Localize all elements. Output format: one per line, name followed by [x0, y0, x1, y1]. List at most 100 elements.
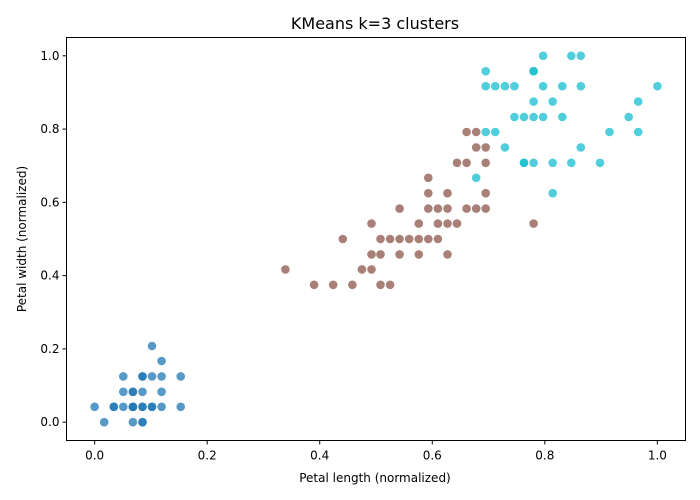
data-point	[395, 250, 404, 259]
x-tick-label: 0.6	[423, 449, 442, 463]
data-point	[367, 265, 376, 274]
data-point	[548, 97, 557, 106]
data-point	[481, 66, 491, 76]
data-point	[281, 265, 290, 274]
axes-frame	[66, 37, 686, 441]
data-point	[471, 127, 481, 137]
data-point	[395, 204, 404, 213]
y-axis: 0.0 0.2 0.4 0.6 0.8 1.0	[40, 49, 67, 429]
data-point	[138, 402, 147, 412]
data-point	[424, 173, 433, 183]
data-point	[529, 158, 538, 168]
y-tick-label: 0.2	[40, 342, 59, 356]
data-point	[576, 143, 586, 152]
data-point	[558, 112, 567, 122]
data-point	[147, 372, 157, 381]
x-axis-label: Petal length (normalized)	[299, 471, 451, 485]
y-tick-label: 0.4	[40, 269, 59, 283]
y-axis-label: Petal width (normalized)	[15, 166, 29, 312]
data-point	[538, 81, 548, 91]
data-point	[119, 402, 128, 412]
data-point	[367, 250, 376, 259]
data-point	[558, 81, 567, 91]
data-point	[176, 402, 185, 412]
chart-title: KMeans k=3 clusters	[291, 14, 459, 33]
data-point	[529, 219, 538, 228]
data-point	[633, 127, 643, 137]
data-point	[529, 97, 538, 106]
data-point	[404, 234, 414, 244]
data-point	[538, 51, 548, 61]
data-point	[529, 112, 538, 122]
cluster-2-series	[471, 51, 662, 198]
x-tick-label: 0.4	[310, 449, 329, 463]
data-point	[414, 219, 424, 228]
data-point	[119, 387, 128, 397]
data-point	[471, 173, 481, 183]
x-tick-label: 0.2	[198, 449, 217, 463]
x-axis: 0.0 0.2 0.4 0.6 0.8 1.0	[85, 440, 667, 463]
data-point	[99, 417, 109, 427]
data-point	[452, 219, 462, 228]
data-point	[500, 143, 510, 152]
data-point	[481, 127, 491, 137]
data-point	[147, 341, 157, 351]
cluster-1-series	[281, 127, 538, 290]
data-point	[138, 387, 147, 397]
data-point	[471, 143, 481, 152]
data-point	[128, 402, 138, 412]
data-point	[443, 250, 452, 259]
data-point	[510, 81, 519, 91]
data-point	[624, 112, 633, 122]
data-point	[481, 143, 491, 152]
data-point	[500, 81, 510, 91]
data-point	[462, 158, 471, 168]
data-point	[481, 158, 491, 168]
data-point	[376, 250, 385, 259]
data-point	[462, 127, 471, 137]
y-tick-label: 0.6	[40, 195, 59, 209]
data-point	[414, 234, 424, 244]
data-point	[376, 280, 385, 290]
data-point	[385, 280, 395, 290]
data-point	[510, 112, 519, 122]
data-point	[519, 158, 529, 168]
data-point	[357, 265, 367, 274]
plot-area	[90, 51, 662, 427]
data-point	[481, 204, 491, 213]
data-point	[157, 402, 166, 412]
data-point	[491, 81, 500, 91]
data-point	[348, 280, 357, 290]
data-point	[385, 234, 395, 244]
y-tick-label: 0.0	[40, 415, 59, 429]
y-tick-label: 0.8	[40, 122, 59, 136]
data-point	[328, 280, 338, 290]
data-point	[433, 234, 443, 244]
data-point	[138, 417, 147, 427]
data-point	[529, 66, 538, 76]
data-point	[157, 356, 166, 366]
data-point	[452, 158, 462, 168]
data-point	[128, 417, 138, 427]
data-point	[481, 188, 491, 198]
data-point	[338, 234, 348, 244]
data-point	[605, 127, 614, 137]
data-point	[157, 387, 166, 397]
data-point	[443, 219, 452, 228]
data-point	[519, 112, 529, 122]
data-point	[576, 51, 586, 61]
data-point	[424, 234, 433, 244]
data-point	[414, 250, 424, 259]
data-point	[567, 51, 576, 61]
x-tick-label: 1.0	[648, 449, 667, 463]
data-point	[538, 112, 548, 122]
data-point	[395, 234, 404, 244]
data-point	[147, 402, 157, 412]
y-tick-label: 1.0	[40, 49, 59, 63]
data-point	[138, 372, 147, 381]
data-point	[109, 402, 119, 412]
data-point	[653, 81, 662, 91]
data-point	[424, 204, 433, 213]
data-point	[367, 219, 376, 228]
